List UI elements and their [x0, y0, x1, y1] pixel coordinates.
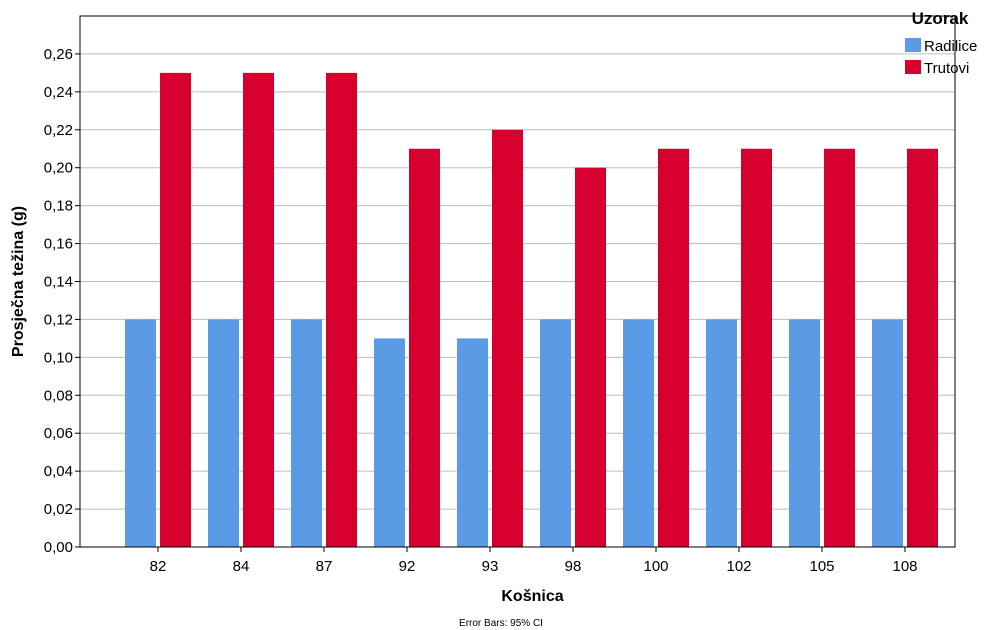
x-tick-label: 98: [565, 558, 582, 575]
footnote: Error Bars: 95% CI: [459, 618, 543, 629]
bar-trutovi-105: [824, 148, 855, 547]
bar-radilice-105: [789, 319, 820, 547]
bar-trutovi-87: [326, 72, 357, 548]
bar-radilice-84: [208, 319, 239, 547]
y-tick-label: 0,00: [44, 539, 73, 556]
bar-trutovi-98: [575, 167, 606, 547]
x-tick-label: 108: [892, 558, 917, 575]
bar-radilice-92: [374, 338, 405, 547]
y-axis-title: Prosječna težina (g): [10, 206, 27, 357]
y-tick-label: 0,22: [44, 122, 73, 139]
bar-trutovi-100: [658, 148, 689, 547]
bars: [125, 72, 938, 548]
bar-radilice-102: [706, 319, 737, 547]
y-tick-label: 0,10: [44, 349, 73, 366]
bar-trutovi-92: [409, 148, 440, 547]
x-tick-label: 84: [233, 558, 250, 575]
x-axis-ticks: 82 84 87 92 93 98 100 102 105 108: [150, 547, 918, 575]
bar-radilice-87: [291, 319, 322, 547]
legend-title: Uzorak: [912, 9, 969, 28]
y-tick-label: 0,20: [44, 160, 73, 177]
bar-radilice-98: [540, 319, 571, 547]
y-tick-label: 0,08: [44, 387, 73, 404]
legend-swatch-radilice: [905, 38, 921, 52]
bar-trutovi-102: [741, 148, 772, 547]
y-tick-label: 0,14: [44, 274, 73, 291]
x-tick-label: 93: [482, 558, 499, 575]
x-axis-title: Košnica: [501, 588, 563, 605]
x-tick-label: 102: [726, 558, 751, 575]
bar-trutovi-93: [492, 129, 523, 548]
bar-radilice-93: [457, 338, 488, 547]
bar-trutovi-82: [160, 72, 191, 548]
y-axis-ticks: 0,00 0,02 0,04 0,06 0,08 0,10 0,12 0,14 0,16 0,18…: [44, 46, 80, 556]
x-tick-label: 82: [150, 558, 167, 575]
bar-trutovi-84: [243, 72, 274, 548]
y-tick-label: 0,24: [44, 84, 73, 101]
x-tick-label: 105: [809, 558, 834, 575]
x-tick-label: 100: [643, 558, 668, 575]
legend-swatch-trutovi: [905, 60, 921, 74]
bar-radilice-82: [125, 319, 156, 547]
y-tick-label: 0,26: [44, 46, 73, 63]
x-tick-label: 92: [399, 558, 416, 575]
y-tick-label: 0,12: [44, 311, 73, 328]
bar-radilice-108: [872, 319, 903, 547]
bar-radilice-100: [623, 319, 654, 547]
y-tick-label: 0,06: [44, 425, 73, 442]
legend-label-radilice: Radilice: [924, 38, 977, 55]
legend: Uzorak Radilice Trutovi: [905, 9, 977, 77]
y-tick-label: 0,04: [44, 463, 73, 480]
bar-trutovi-108: [907, 148, 938, 547]
y-tick-label: 0,18: [44, 198, 73, 215]
y-tick-label: 0,16: [44, 236, 73, 253]
x-tick-label: 87: [316, 558, 333, 575]
legend-label-trutovi: Trutovi: [924, 60, 969, 77]
y-tick-label: 0,02: [44, 501, 73, 518]
